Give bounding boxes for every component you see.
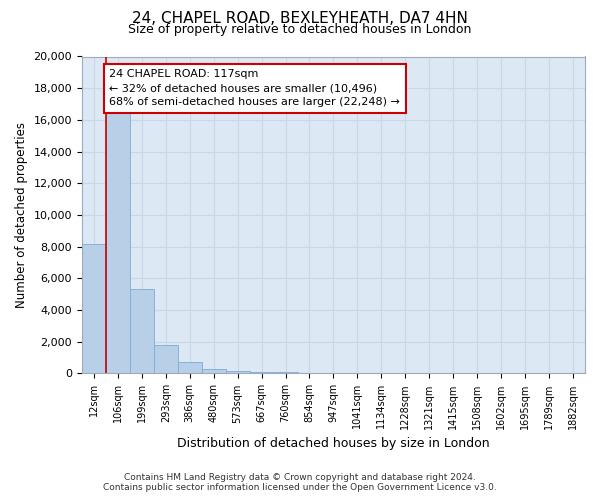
Bar <box>154 344 178 374</box>
Y-axis label: Number of detached properties: Number of detached properties <box>15 122 28 308</box>
Text: 24 CHAPEL ROAD: 117sqm
← 32% of detached houses are smaller (10,496)
68% of semi: 24 CHAPEL ROAD: 117sqm ← 32% of detached… <box>109 69 400 107</box>
Bar <box>250 372 274 374</box>
Bar <box>130 290 154 374</box>
Bar <box>274 372 298 374</box>
Bar <box>106 110 130 374</box>
Bar <box>202 369 226 374</box>
Bar <box>178 362 202 374</box>
Text: Contains HM Land Registry data © Crown copyright and database right 2024.
Contai: Contains HM Land Registry data © Crown c… <box>103 473 497 492</box>
Text: Size of property relative to detached houses in London: Size of property relative to detached ho… <box>128 22 472 36</box>
X-axis label: Distribution of detached houses by size in London: Distribution of detached houses by size … <box>177 437 490 450</box>
Bar <box>226 371 250 374</box>
Text: 24, CHAPEL ROAD, BEXLEYHEATH, DA7 4HN: 24, CHAPEL ROAD, BEXLEYHEATH, DA7 4HN <box>132 11 468 26</box>
Bar <box>82 244 106 374</box>
